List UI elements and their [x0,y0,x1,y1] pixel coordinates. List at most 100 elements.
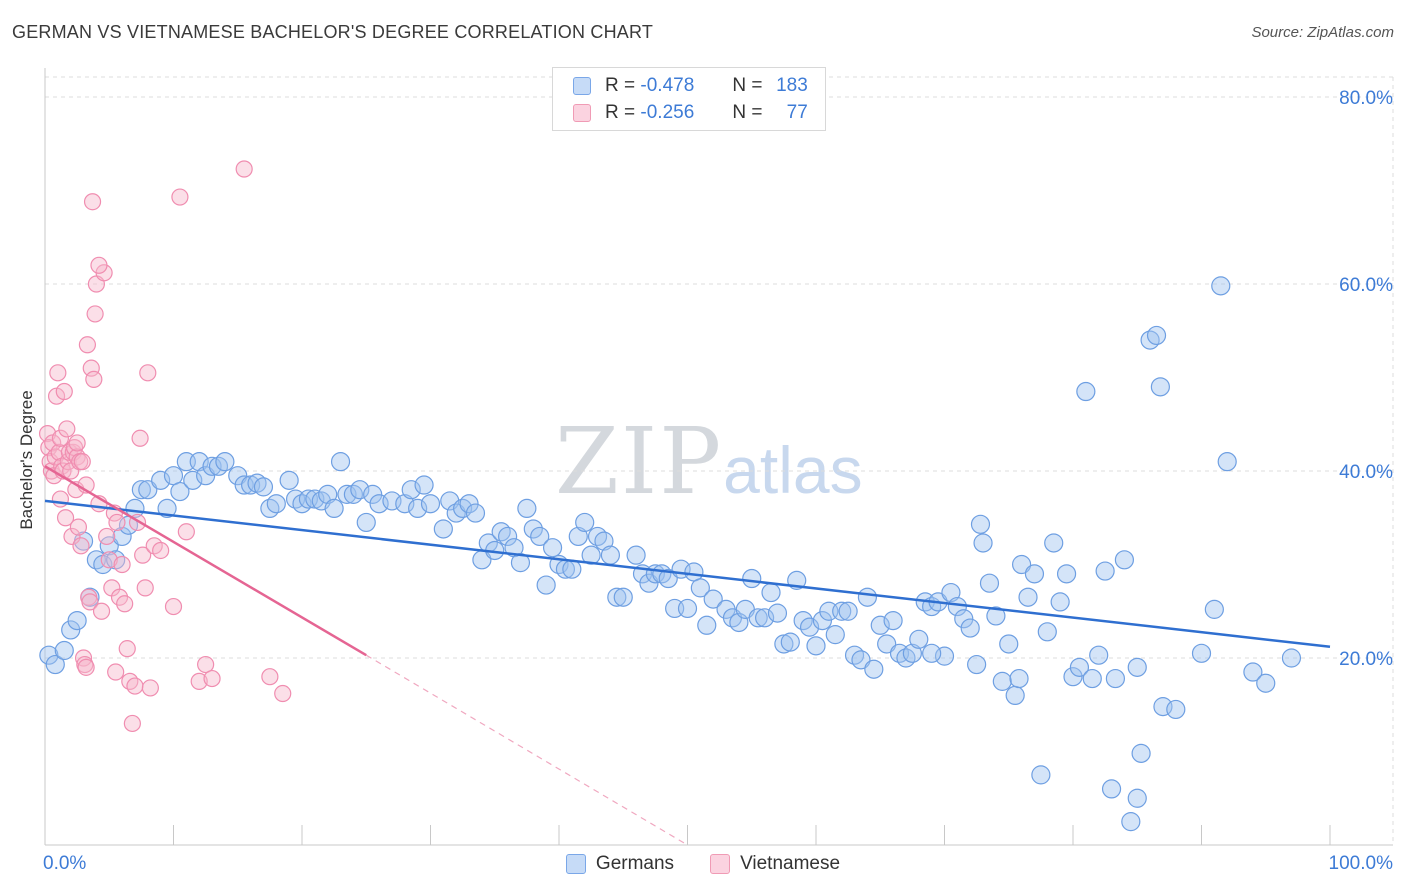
point-germans [1018,587,1038,607]
stats-r-label: R = [605,75,636,96]
point-vietnamese [55,382,73,401]
chart-title: GERMAN VS VIETNAMESE BACHELOR'S DEGREE C… [12,22,654,42]
stats-n-label: N = [732,102,763,123]
point-germans [607,587,627,607]
point-vietnamese [86,305,104,323]
point-germans [196,466,216,486]
point-germans [877,634,897,654]
point-germans [517,498,537,518]
point-germans [1076,381,1096,402]
point-germans [39,645,59,665]
point-germans [677,598,698,619]
stats-r-label: R = [605,102,636,123]
series-germans [39,276,1302,832]
stats-swatch-vietnamese [573,104,591,122]
point-germans [523,519,543,539]
point-vietnamese [85,370,103,388]
point-germans [1166,699,1186,720]
point-germans [613,587,633,607]
point-germans [1191,643,1212,663]
point-germans [536,575,556,595]
source-label: Source: ZipAtlas.com [1251,24,1394,41]
x-tick-label: 100.0% [1329,853,1394,874]
point-germans [279,470,299,490]
point-germans [157,498,177,518]
point-germans [266,494,286,514]
series-vietnamese [38,160,292,733]
legend-item-germans[interactable]: Germans [565,853,674,875]
point-vietnamese [235,160,253,178]
stats-n-value: 183 [776,75,808,96]
point-germans [1050,592,1070,612]
point-germans [767,603,788,623]
point-germans [742,568,762,589]
point-germans [562,559,582,579]
point-vietnamese [197,655,215,674]
point-germans [459,494,479,514]
point-germans [215,452,235,472]
point-germans [1011,554,1032,575]
point-germans [954,609,974,629]
point-germans [600,545,621,565]
point-vietnamese [126,677,144,695]
point-germans [832,601,852,621]
point-vietnamese [121,672,139,690]
stats-r-value: -0.256 [640,102,695,123]
point-vietnamese [63,527,81,546]
point-vietnamese [82,359,100,377]
point-germans [1114,550,1135,570]
point-germans [754,608,775,628]
trend-lines [44,465,1331,846]
point-germans [870,615,890,635]
point-germans [324,498,344,518]
point-germans [825,625,845,645]
point-vietnamese [136,579,154,597]
point-vietnamese [261,668,279,686]
stats-n-value: 77 [786,102,808,123]
point-germans [575,512,595,533]
gridlines [45,76,1394,845]
point-germans [697,615,717,635]
point-germans [960,618,980,638]
legend-swatch-vietnamese [710,854,731,874]
point-germans [67,610,87,631]
point-germans [1056,564,1077,584]
tick-labels: 20.0% 40.0% 60.0% 80.0% 0.0% 100.0% [43,88,1393,874]
point-vietnamese [38,425,57,443]
point-germans [45,654,65,675]
point-germans [1101,779,1122,799]
point-vietnamese [51,429,70,447]
stats-box: R = -0.478 N = 183 R = -0.256 N = 77 [552,67,826,131]
point-germans [979,573,1000,593]
point-vietnamese [98,527,116,546]
point-germans [999,634,1019,654]
point-vietnamese [49,364,67,382]
point-vietnamese [78,336,97,354]
point-germans [1082,668,1102,689]
trend-line-vietnamese-extension [365,654,688,846]
point-vietnamese [116,595,134,613]
point-germans [395,494,415,514]
point-germans [253,477,274,497]
watermark: ZIPatlas [555,408,863,515]
point-germans [851,650,871,670]
point-germans [202,456,222,476]
point-vietnamese [113,555,131,574]
legend-item-vietnamese[interactable]: Vietnamese [710,853,840,875]
point-vietnamese [152,541,170,560]
legend-swatch-germans [565,854,586,874]
point-germans [1211,276,1231,296]
point-germans [1069,657,1090,677]
point-germans [806,636,826,656]
point-vietnamese [56,509,75,527]
point-germans [1095,561,1115,581]
point-germans [1089,645,1109,665]
point-germans [967,654,987,675]
point-vietnamese [134,546,152,564]
point-germans [838,601,858,621]
point-vietnamese [68,434,86,452]
point-vietnamese [139,364,157,382]
point-germans [1063,667,1083,687]
point-germans [902,643,922,663]
